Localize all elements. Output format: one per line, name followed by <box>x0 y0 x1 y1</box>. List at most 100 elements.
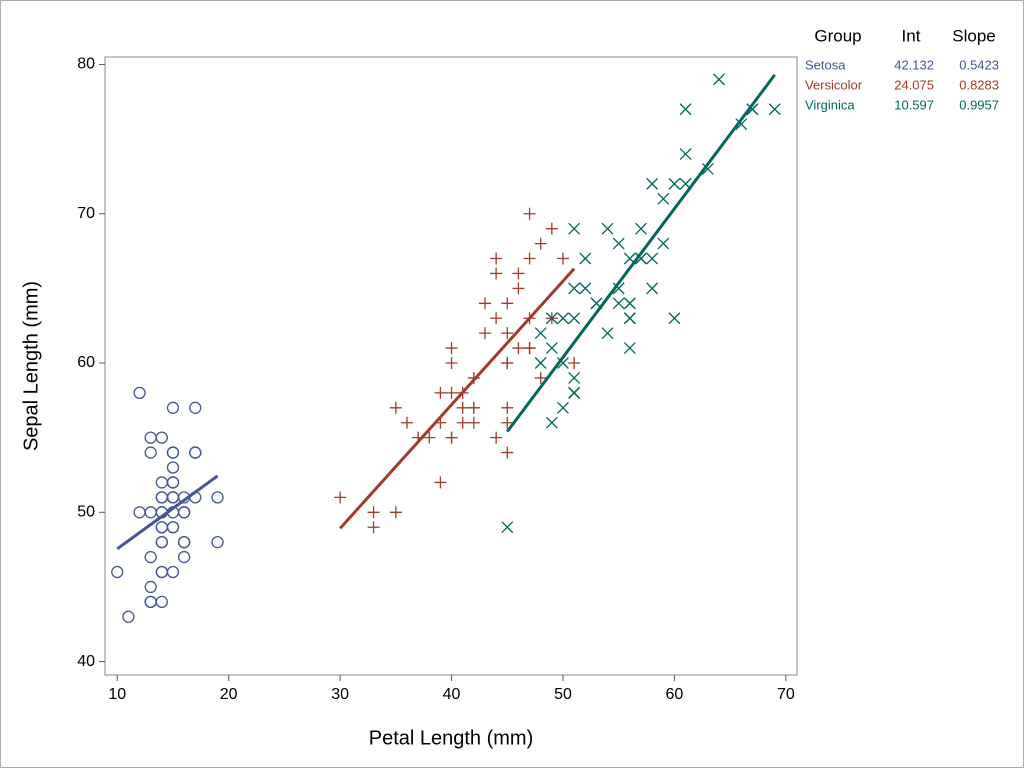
point <box>490 431 503 444</box>
x-tick-label: 50 <box>554 686 572 703</box>
point <box>367 521 380 534</box>
point <box>746 103 759 116</box>
point <box>512 342 525 355</box>
point <box>534 327 547 340</box>
point <box>155 521 168 534</box>
point <box>144 431 157 444</box>
point <box>501 357 514 370</box>
point <box>155 535 168 549</box>
point <box>657 192 670 205</box>
point <box>478 327 491 340</box>
point <box>612 237 625 250</box>
point <box>601 327 614 340</box>
fit-line <box>339 267 576 530</box>
point <box>501 297 514 310</box>
point <box>768 103 781 116</box>
point <box>445 431 458 444</box>
point <box>534 357 547 369</box>
point <box>456 416 469 429</box>
point <box>657 237 670 250</box>
point <box>389 401 402 414</box>
point <box>467 416 480 429</box>
y-tick-label: 80 <box>77 56 95 73</box>
legend-slope: 0.5423 <box>959 57 999 72</box>
point <box>523 252 536 265</box>
point <box>623 297 636 310</box>
point <box>467 401 480 414</box>
point <box>389 506 402 519</box>
point <box>545 342 558 355</box>
x-tick-label: 60 <box>666 686 684 703</box>
point <box>635 252 647 265</box>
point <box>490 312 503 325</box>
point <box>111 565 124 579</box>
point <box>177 535 191 549</box>
point <box>501 521 514 534</box>
x-tick-label: 10 <box>108 686 126 703</box>
point <box>568 282 581 295</box>
x-tick-label: 20 <box>220 686 238 703</box>
point <box>713 73 725 86</box>
legend-int: 24.075 <box>894 77 934 92</box>
point <box>646 177 659 190</box>
x-tick-label: 40 <box>443 686 461 703</box>
point <box>568 312 581 325</box>
point <box>668 312 681 325</box>
point <box>623 342 636 355</box>
x-tick-label: 30 <box>331 686 349 703</box>
point <box>545 222 558 235</box>
point <box>557 312 569 325</box>
point <box>568 357 581 370</box>
point <box>612 282 625 295</box>
y-tick-label: 70 <box>77 205 95 222</box>
point <box>501 327 514 340</box>
point <box>144 446 157 459</box>
legend-int: 42.132 <box>894 57 934 72</box>
point <box>501 446 514 459</box>
point <box>445 342 458 355</box>
point <box>166 446 180 459</box>
point <box>545 312 558 325</box>
legend-group: Versicolor <box>805 77 863 92</box>
point <box>445 357 458 370</box>
point <box>735 118 748 131</box>
point <box>534 237 547 250</box>
point <box>635 222 647 235</box>
point <box>144 550 157 564</box>
point <box>501 401 514 414</box>
point <box>367 506 380 519</box>
point <box>166 401 180 414</box>
point <box>434 476 447 489</box>
point <box>501 416 514 429</box>
table-header: Slope <box>952 26 995 45</box>
point <box>122 610 135 623</box>
point <box>177 550 191 564</box>
point <box>579 282 592 295</box>
fit-line <box>506 74 776 433</box>
point <box>166 461 180 474</box>
point <box>557 401 569 414</box>
point <box>334 491 347 504</box>
point <box>456 401 469 414</box>
point <box>646 252 659 265</box>
point <box>512 282 525 295</box>
point <box>144 580 157 594</box>
point <box>579 252 592 265</box>
legend-group: Virginica <box>805 97 855 112</box>
point <box>556 252 569 265</box>
point <box>668 177 681 190</box>
fit-line <box>116 474 219 551</box>
point <box>646 282 659 295</box>
y-tick-label: 50 <box>77 504 95 521</box>
point <box>155 565 168 579</box>
y-axis-title: Sepal Length (mm) <box>20 281 42 451</box>
point <box>523 342 536 355</box>
point <box>189 446 202 459</box>
point <box>211 491 224 504</box>
point <box>679 148 692 160</box>
point <box>568 386 581 399</box>
legend-slope: 0.8283 <box>959 77 999 92</box>
point <box>701 162 714 175</box>
x-axis-title: Petal Length (mm) <box>369 727 534 749</box>
point <box>133 386 146 400</box>
